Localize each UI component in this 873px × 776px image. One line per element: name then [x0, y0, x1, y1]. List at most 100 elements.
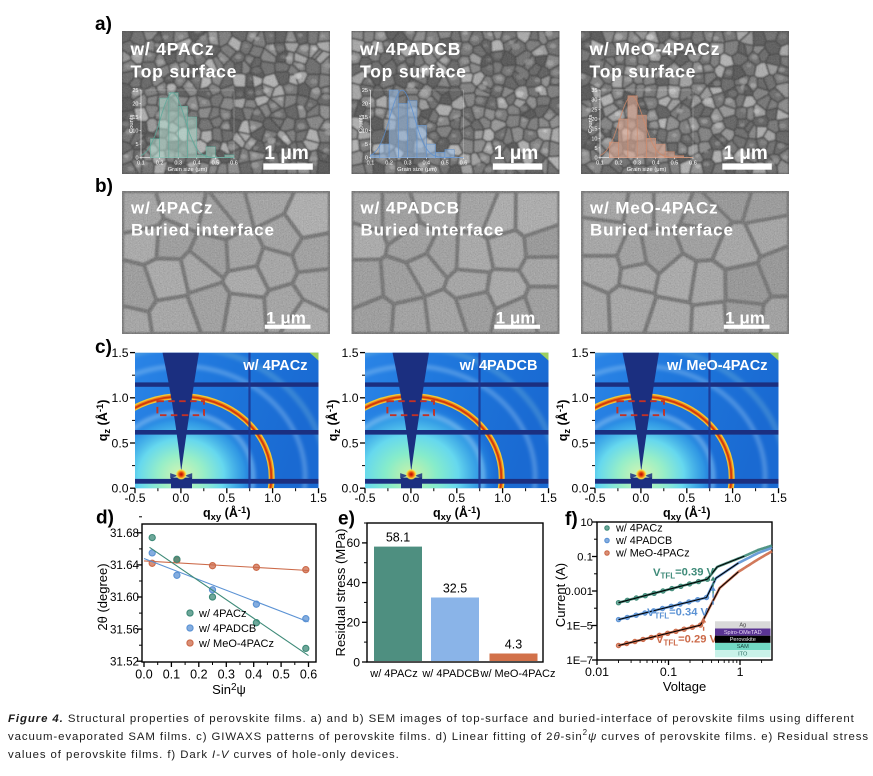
- svg-text:20: 20: [591, 117, 597, 123]
- svg-text:60: 60: [346, 536, 360, 550]
- svg-text:w/ 4PADCB: w/ 4PADCB: [360, 199, 460, 218]
- svg-text:1.0: 1.0: [572, 391, 589, 405]
- svg-text:1.5: 1.5: [310, 491, 327, 505]
- svg-text:w/ 4PACz: w/ 4PACz: [198, 608, 246, 620]
- svg-text:1.5: 1.5: [770, 491, 787, 505]
- svg-text:25: 25: [591, 107, 597, 113]
- svg-text:1 μm: 1 μm: [494, 143, 538, 164]
- svg-text:20: 20: [346, 616, 360, 630]
- svg-text:0.5: 0.5: [112, 436, 129, 450]
- svg-text:32.5: 32.5: [443, 581, 467, 595]
- svg-text:0.5: 0.5: [342, 436, 359, 450]
- svg-text:0.5: 0.5: [218, 491, 235, 505]
- svg-text:0.1: 0.1: [596, 161, 604, 167]
- svg-text:-0.5: -0.5: [354, 491, 375, 505]
- svg-text:0: 0: [135, 156, 138, 162]
- svg-text:Voltage: Voltage: [663, 679, 706, 694]
- svg-text:1 μm: 1 μm: [264, 143, 308, 164]
- svg-text:0: 0: [353, 655, 360, 669]
- svg-text:5: 5: [135, 142, 138, 148]
- svg-text:0.3: 0.3: [174, 161, 182, 167]
- svg-text:d): d): [96, 508, 114, 529]
- svg-text:1.5: 1.5: [540, 491, 557, 505]
- svg-text:qxy (Å-1): qxy (Å-1): [203, 505, 251, 523]
- svg-text:5: 5: [365, 142, 368, 148]
- svg-text:w/ 4PACz: w/ 4PACz: [615, 523, 663, 535]
- svg-text:Current (A): Current (A): [553, 563, 568, 627]
- svg-text:40: 40: [346, 576, 360, 590]
- svg-text:10: 10: [362, 129, 368, 135]
- svg-text:0.4: 0.4: [422, 161, 430, 167]
- svg-text:qz (Å-1): qz (Å-1): [95, 400, 113, 442]
- svg-text:w/ 4PACz: w/ 4PACz: [130, 39, 215, 59]
- svg-text:b): b): [95, 176, 113, 197]
- svg-text:0.01: 0.01: [585, 665, 609, 679]
- svg-text:15: 15: [362, 115, 368, 121]
- svg-text:0.5: 0.5: [572, 436, 589, 450]
- svg-text:31.52: 31.52: [110, 655, 139, 668]
- svg-text:20: 20: [132, 102, 138, 108]
- svg-text:VTFL=0.34 V: VTFL=0.34 V: [647, 607, 709, 621]
- svg-text:1 μm: 1 μm: [496, 309, 536, 328]
- svg-text:0.3: 0.3: [404, 161, 412, 167]
- svg-text:15: 15: [591, 127, 597, 133]
- svg-text:Top surface: Top surface: [590, 61, 697, 81]
- svg-text:1.0: 1.0: [494, 491, 511, 505]
- svg-text:0.0: 0.0: [135, 668, 152, 682]
- svg-text:0.6: 0.6: [230, 161, 238, 167]
- svg-text:w/ MeO-4PACz: w/ MeO-4PACz: [615, 548, 690, 560]
- svg-text:SAM: SAM: [737, 644, 749, 650]
- svg-text:w/ 4PADCB: w/ 4PADCB: [459, 358, 538, 374]
- svg-text:ITO: ITO: [738, 651, 748, 657]
- svg-text:0.4: 0.4: [652, 161, 660, 167]
- svg-text:4.3: 4.3: [505, 637, 522, 651]
- svg-text:VTFL=0.29 V: VTFL=0.29 V: [656, 634, 718, 648]
- svg-text:0.1: 0.1: [137, 161, 145, 167]
- svg-text:w/ 4PADCB: w/ 4PADCB: [198, 623, 256, 635]
- svg-text:10: 10: [580, 517, 593, 529]
- svg-text:0.4: 0.4: [245, 668, 262, 682]
- svg-text:0.2: 0.2: [385, 161, 393, 167]
- svg-text:w/ MeO-4PACz: w/ MeO-4PACz: [480, 668, 556, 680]
- svg-text:-0.5: -0.5: [124, 491, 145, 505]
- svg-text:2θ (degree): 2θ (degree): [95, 563, 110, 630]
- svg-text:Buried interface: Buried interface: [131, 221, 275, 240]
- svg-text:30: 30: [591, 98, 597, 104]
- svg-text:Grain size (μm): Grain size (μm): [397, 167, 437, 173]
- svg-text:1 μm: 1 μm: [723, 143, 767, 164]
- svg-text:15: 15: [132, 115, 138, 121]
- svg-text:Residual stress (MPa): Residual stress (MPa): [333, 529, 348, 657]
- svg-text:1 μm: 1 μm: [266, 309, 306, 328]
- svg-text:1.0: 1.0: [112, 391, 129, 405]
- svg-text:w/ 4PADCB: w/ 4PADCB: [421, 668, 479, 680]
- svg-text:w/ 4PACz: w/ 4PACz: [130, 199, 213, 218]
- svg-text:1E–5: 1E–5: [566, 621, 593, 633]
- svg-text:0.2: 0.2: [190, 668, 207, 682]
- svg-text:1E–7: 1E–7: [566, 655, 593, 667]
- svg-text:31.56: 31.56: [110, 623, 139, 636]
- svg-text:Sin2ψ: Sin2ψ: [212, 682, 246, 697]
- svg-text:Counts: Counts: [588, 115, 594, 133]
- svg-text:qxy (Å-1): qxy (Å-1): [663, 505, 711, 523]
- svg-text:25: 25: [132, 88, 138, 94]
- svg-text:0.0: 0.0: [632, 491, 649, 505]
- svg-text:f): f): [565, 509, 578, 530]
- svg-text:35: 35: [591, 88, 597, 94]
- svg-text:VTFL=0.39 V: VTFL=0.39 V: [653, 567, 715, 581]
- svg-text:w/ MeO-4PACz: w/ MeO-4PACz: [198, 638, 274, 650]
- svg-text:25: 25: [362, 88, 368, 94]
- svg-text:Counts: Counts: [129, 115, 135, 133]
- svg-text:0.0: 0.0: [402, 491, 419, 505]
- svg-text:c): c): [95, 337, 112, 358]
- svg-text:Top surface: Top surface: [131, 61, 238, 81]
- svg-text:qxy (Å-1): qxy (Å-1): [433, 505, 481, 523]
- svg-text:0.001: 0.001: [564, 586, 593, 598]
- svg-text:0.3: 0.3: [633, 161, 641, 167]
- svg-text:w/ MeO-4PACz: w/ MeO-4PACz: [589, 39, 721, 59]
- svg-text:31.60: 31.60: [110, 591, 139, 604]
- svg-text:0.1: 0.1: [660, 665, 677, 679]
- svg-text:Perovskite: Perovskite: [730, 637, 756, 643]
- svg-text:Ag: Ag: [739, 623, 746, 629]
- svg-text:Top surface: Top surface: [360, 61, 467, 81]
- svg-text:0.5: 0.5: [212, 161, 220, 167]
